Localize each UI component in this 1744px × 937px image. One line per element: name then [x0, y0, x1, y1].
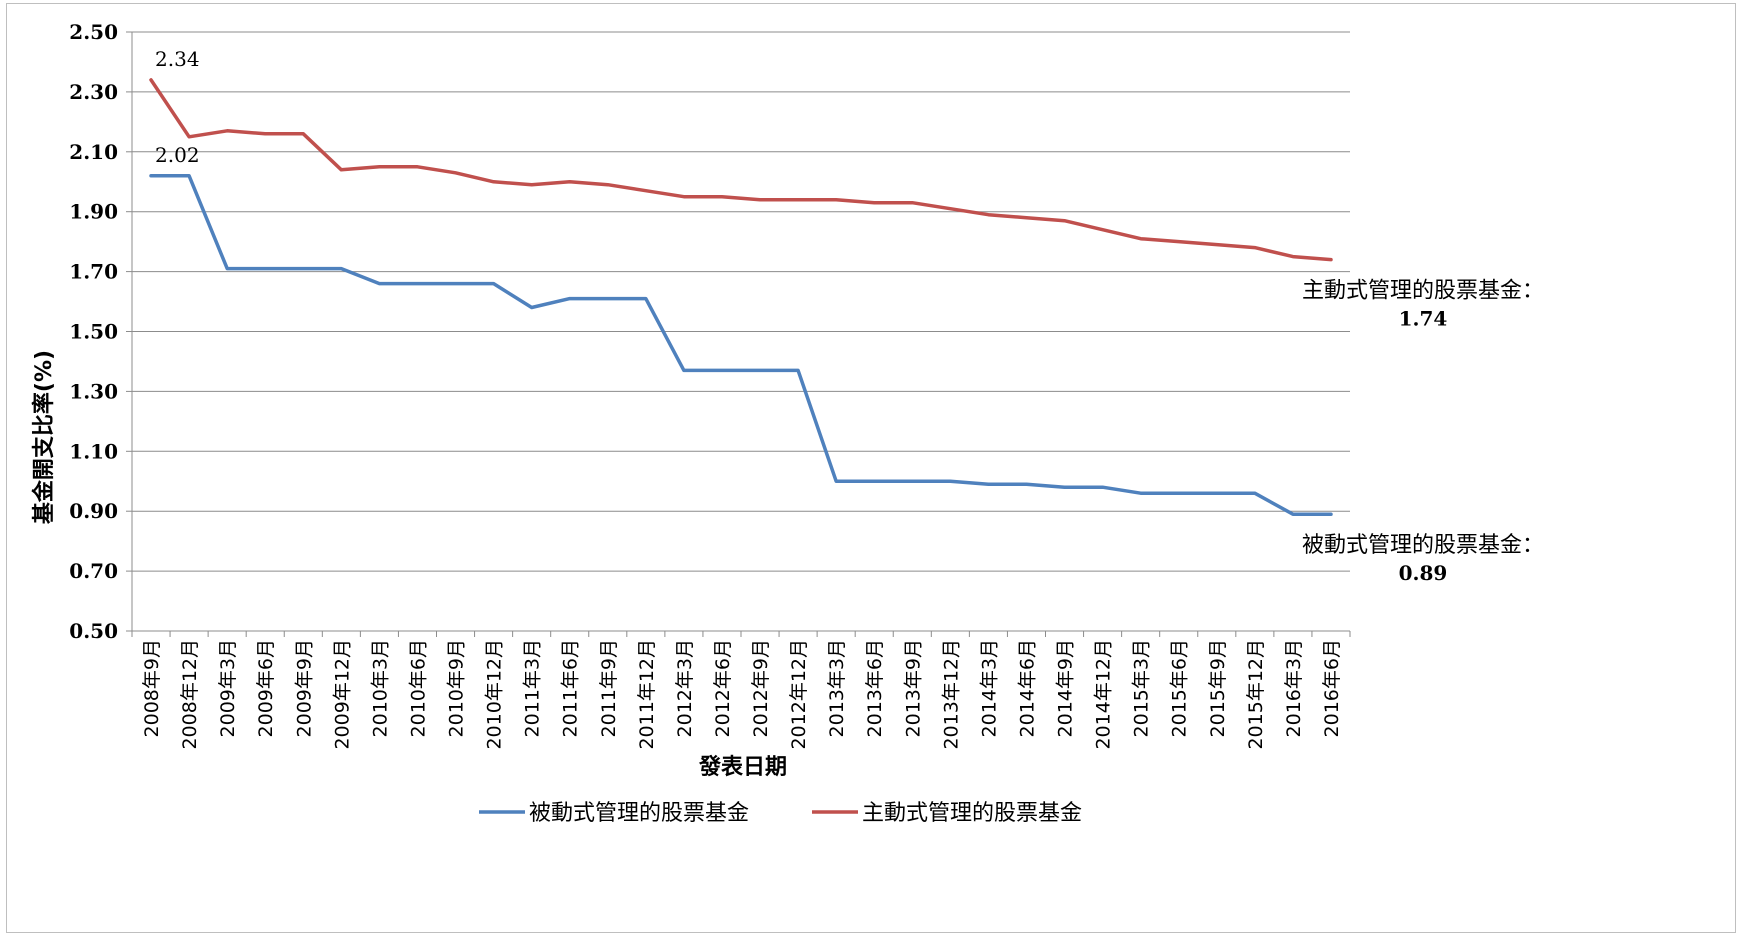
end-annotations: 主動式管理的股票基金： 1.74 被動式管理的股票基金： 0.89 [1302, 279, 1544, 586]
y-tick-label: 1.90 [69, 200, 118, 224]
y-tick-label: 1.70 [69, 260, 118, 284]
y-tick-label: 0.50 [69, 619, 118, 643]
x-tick-label: 2009年9月 [293, 639, 315, 737]
y-tick-label: 1.30 [69, 379, 118, 403]
data-label: 2.34 [155, 47, 200, 71]
data-label: 2.02 [155, 143, 200, 167]
x-tick-label: 2012年3月 [674, 639, 696, 737]
legend-label: 主動式管理的股票基金 [862, 801, 1082, 826]
x-tick-label: 2013年9月 [902, 639, 924, 737]
x-tick-label: 2008年9月 [141, 639, 163, 737]
y-tick-label: 1.50 [69, 320, 118, 344]
line-chart: 2.50 2.30 2.10 1.90 1.70 1.50 1.30 1.10 0.90 0.70… [31, 20, 1544, 826]
y-tick-label: 2.10 [69, 140, 118, 164]
x-tick-label: 2013年3月 [826, 639, 848, 737]
x-tick-label: 2013年12月 [940, 639, 962, 750]
x-axis: 2008年9月 2008年12月 2009年3月 2009年6月 2009年9月 2009… [131, 630, 1351, 750]
annotation-value: 1.74 [1399, 307, 1448, 331]
x-tick-label: 2014年3月 [978, 639, 1000, 737]
x-tick-label: 2013年6月 [864, 639, 886, 737]
x-tick-label: 2010年3月 [369, 639, 391, 737]
x-tick-label: 2016年3月 [1283, 639, 1305, 737]
x-tick-label: 2011年6月 [560, 639, 582, 737]
x-tick-label: 2009年12月 [331, 639, 353, 750]
x-tick-label: 2015年6月 [1169, 639, 1191, 737]
x-tick-label: 2012年12月 [788, 639, 810, 750]
x-tick-label: 2015年3月 [1131, 639, 1153, 737]
x-tick-label: 2016年6月 [1321, 639, 1343, 737]
y-tick-label: 0.90 [69, 499, 118, 523]
data-labels: 2.34 2.02 [155, 47, 200, 167]
x-tick-label: 2012年9月 [750, 639, 772, 737]
chart-frame: 2.50 2.30 2.10 1.90 1.70 1.50 1.30 1.10 0.90 0.70… [6, 3, 1736, 933]
gridlines [132, 31, 1350, 632]
x-tick-label: 2009年6月 [255, 639, 277, 737]
annotation-value: 0.89 [1399, 561, 1448, 585]
series-line-passive [149, 174, 1333, 516]
annotation-name: 被動式管理的股票基金： [1302, 533, 1544, 558]
x-tick-label: 2009年3月 [217, 639, 239, 737]
x-tick-label: 2014年9月 [1055, 639, 1077, 737]
x-tick-label: 2010年12月 [484, 639, 506, 750]
x-tick-label: 2010年6月 [407, 639, 429, 737]
y-tick-label: 1.10 [69, 439, 118, 463]
x-tick-label: 2015年12月 [1245, 639, 1267, 750]
y-tick-label: 2.50 [69, 20, 118, 44]
series-line-active [149, 78, 1333, 262]
x-tick-label: 2008年12月 [179, 639, 201, 750]
y-axis-ticks: 2.50 2.30 2.10 1.90 1.70 1.50 1.30 1.10 0.90 0.70… [69, 20, 133, 643]
x-tick-label: 2015年9月 [1207, 639, 1229, 737]
legend: 被動式管理的股票基金 主動式管理的股票基金 [479, 801, 1082, 826]
legend-label: 被動式管理的股票基金 [529, 801, 749, 826]
x-tick-label: 2011年9月 [598, 639, 620, 737]
x-axis-title: 發表日期 [698, 755, 787, 780]
y-tick-label: 2.30 [69, 80, 118, 104]
x-tick-label: 2014年6月 [1016, 639, 1038, 737]
y-axis-title: 基金開支比率(%) [31, 350, 57, 524]
series-lines [149, 78, 1333, 516]
x-tick-label: 2014年12月 [1093, 639, 1115, 750]
x-tick-label: 2011年12月 [636, 639, 658, 750]
x-tick-label: 2012年6月 [712, 639, 734, 737]
y-tick-label: 0.70 [69, 559, 118, 583]
x-tick-label: 2011年3月 [522, 639, 544, 737]
annotation-name: 主動式管理的股票基金： [1302, 279, 1544, 304]
x-tick-label: 2010年9月 [446, 639, 468, 737]
